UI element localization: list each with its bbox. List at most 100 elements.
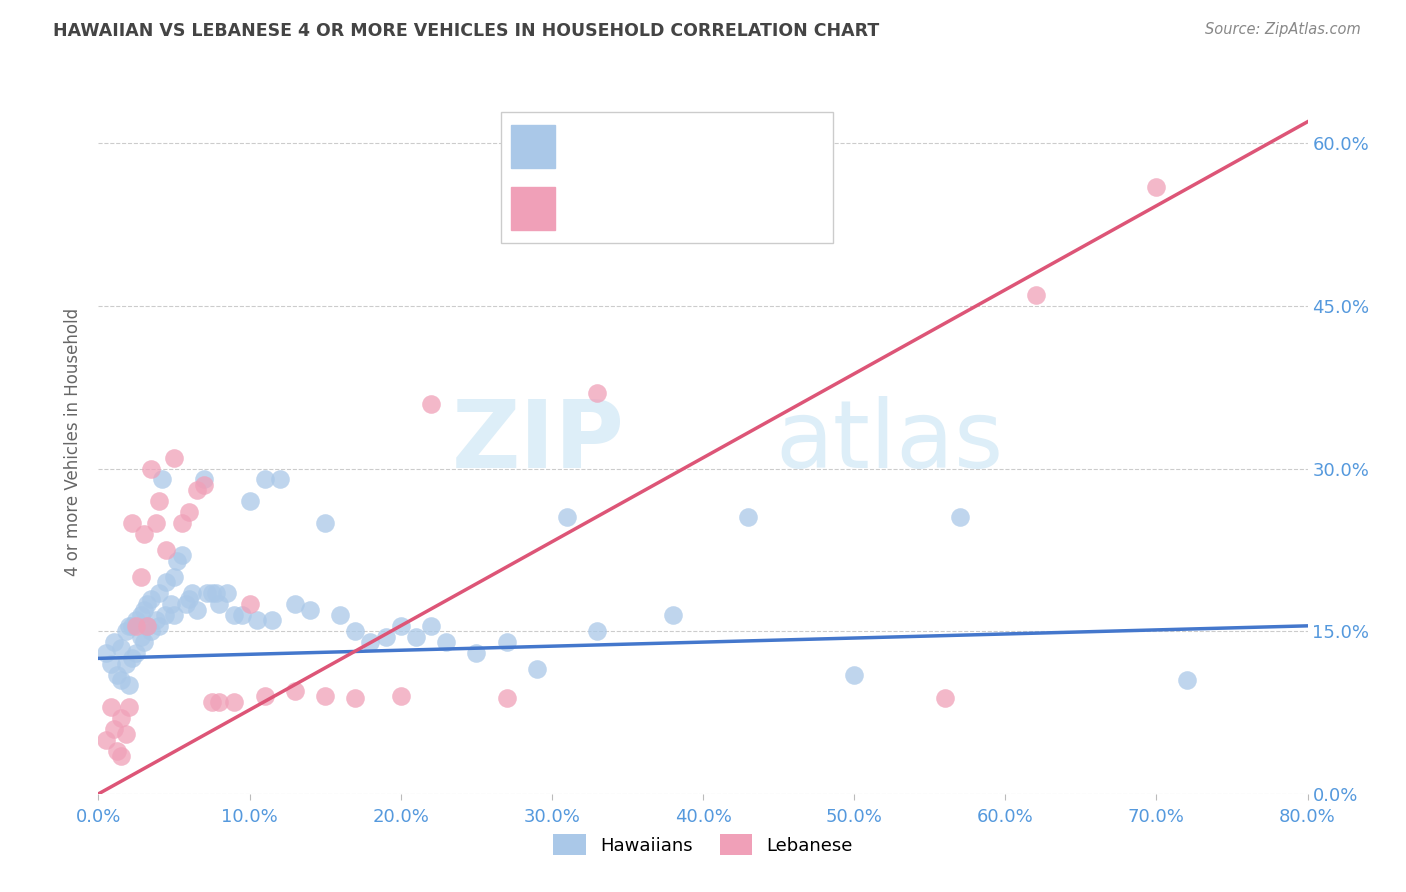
Point — [125, 646, 148, 660]
Point — [186, 602, 208, 616]
Point — [193, 478, 215, 492]
Point — [389, 690, 412, 704]
Point — [269, 473, 291, 487]
Point — [208, 597, 231, 611]
Point — [186, 483, 208, 498]
Point — [555, 510, 578, 524]
Point — [135, 619, 157, 633]
Point — [201, 586, 224, 600]
Point — [114, 624, 136, 639]
Point — [344, 624, 367, 639]
Point — [125, 619, 148, 633]
Point — [434, 635, 457, 649]
Point — [114, 727, 136, 741]
Point — [129, 630, 152, 644]
Point — [153, 607, 176, 622]
Point — [329, 607, 352, 622]
Point — [344, 691, 367, 706]
Point — [224, 695, 246, 709]
Point — [844, 667, 866, 681]
Point — [420, 619, 443, 633]
Point — [141, 461, 163, 475]
Point — [495, 691, 517, 706]
Point — [201, 695, 224, 709]
Point — [105, 743, 128, 757]
Point — [141, 591, 163, 606]
Point — [100, 700, 122, 714]
Point — [121, 619, 143, 633]
Point — [239, 494, 262, 508]
Point — [94, 732, 117, 747]
Point — [420, 396, 443, 410]
Point — [118, 619, 141, 633]
Point — [132, 526, 155, 541]
Point — [1144, 179, 1167, 194]
Y-axis label: 4 or more Vehicles in Household: 4 or more Vehicles in Household — [65, 308, 83, 575]
Point — [179, 591, 201, 606]
Point — [934, 691, 956, 706]
Point — [121, 651, 143, 665]
Point — [526, 662, 548, 676]
Point — [284, 684, 307, 698]
Point — [105, 667, 128, 681]
Point — [103, 635, 125, 649]
Point — [141, 624, 163, 639]
Point — [174, 597, 197, 611]
Point — [215, 586, 238, 600]
Point — [121, 516, 143, 530]
Point — [389, 619, 412, 633]
Point — [132, 602, 155, 616]
Point — [1175, 673, 1198, 687]
Point — [103, 722, 125, 736]
Point — [170, 516, 193, 530]
Point — [262, 614, 284, 628]
Point — [150, 473, 173, 487]
Text: atlas: atlas — [776, 395, 1004, 488]
Point — [299, 602, 322, 616]
Point — [360, 635, 382, 649]
Point — [148, 619, 170, 633]
Point — [405, 630, 427, 644]
Point — [737, 510, 759, 524]
Legend: Hawaiians, Lebanese: Hawaiians, Lebanese — [546, 827, 860, 863]
Text: Source: ZipAtlas.com: Source: ZipAtlas.com — [1205, 22, 1361, 37]
Point — [661, 607, 683, 622]
Point — [110, 673, 132, 687]
Point — [110, 748, 132, 763]
Text: ZIP: ZIP — [451, 395, 624, 488]
Point — [135, 597, 157, 611]
Point — [132, 635, 155, 649]
Point — [205, 586, 228, 600]
Point — [148, 494, 170, 508]
Point — [181, 586, 204, 600]
Point — [465, 646, 488, 660]
Point — [179, 505, 201, 519]
Point — [114, 657, 136, 671]
Point — [208, 695, 231, 709]
Point — [110, 711, 132, 725]
Point — [314, 516, 336, 530]
Point — [163, 450, 186, 465]
Point — [170, 549, 193, 563]
Point — [166, 554, 188, 568]
Point — [586, 624, 609, 639]
Point — [224, 607, 246, 622]
Point — [239, 597, 262, 611]
Text: HAWAIIAN VS LEBANESE 4 OR MORE VEHICLES IN HOUSEHOLD CORRELATION CHART: HAWAIIAN VS LEBANESE 4 OR MORE VEHICLES … — [53, 22, 880, 40]
Point — [949, 510, 972, 524]
Point — [155, 543, 177, 558]
Point — [246, 614, 269, 628]
Point — [284, 597, 307, 611]
Point — [145, 516, 167, 530]
Point — [110, 640, 132, 655]
Point — [195, 586, 218, 600]
Point — [374, 630, 396, 644]
Point — [125, 614, 148, 628]
Point — [160, 597, 183, 611]
Point — [129, 607, 152, 622]
Point — [94, 646, 117, 660]
Point — [145, 614, 167, 628]
Point — [129, 570, 152, 584]
Point — [163, 607, 186, 622]
Point — [100, 657, 122, 671]
